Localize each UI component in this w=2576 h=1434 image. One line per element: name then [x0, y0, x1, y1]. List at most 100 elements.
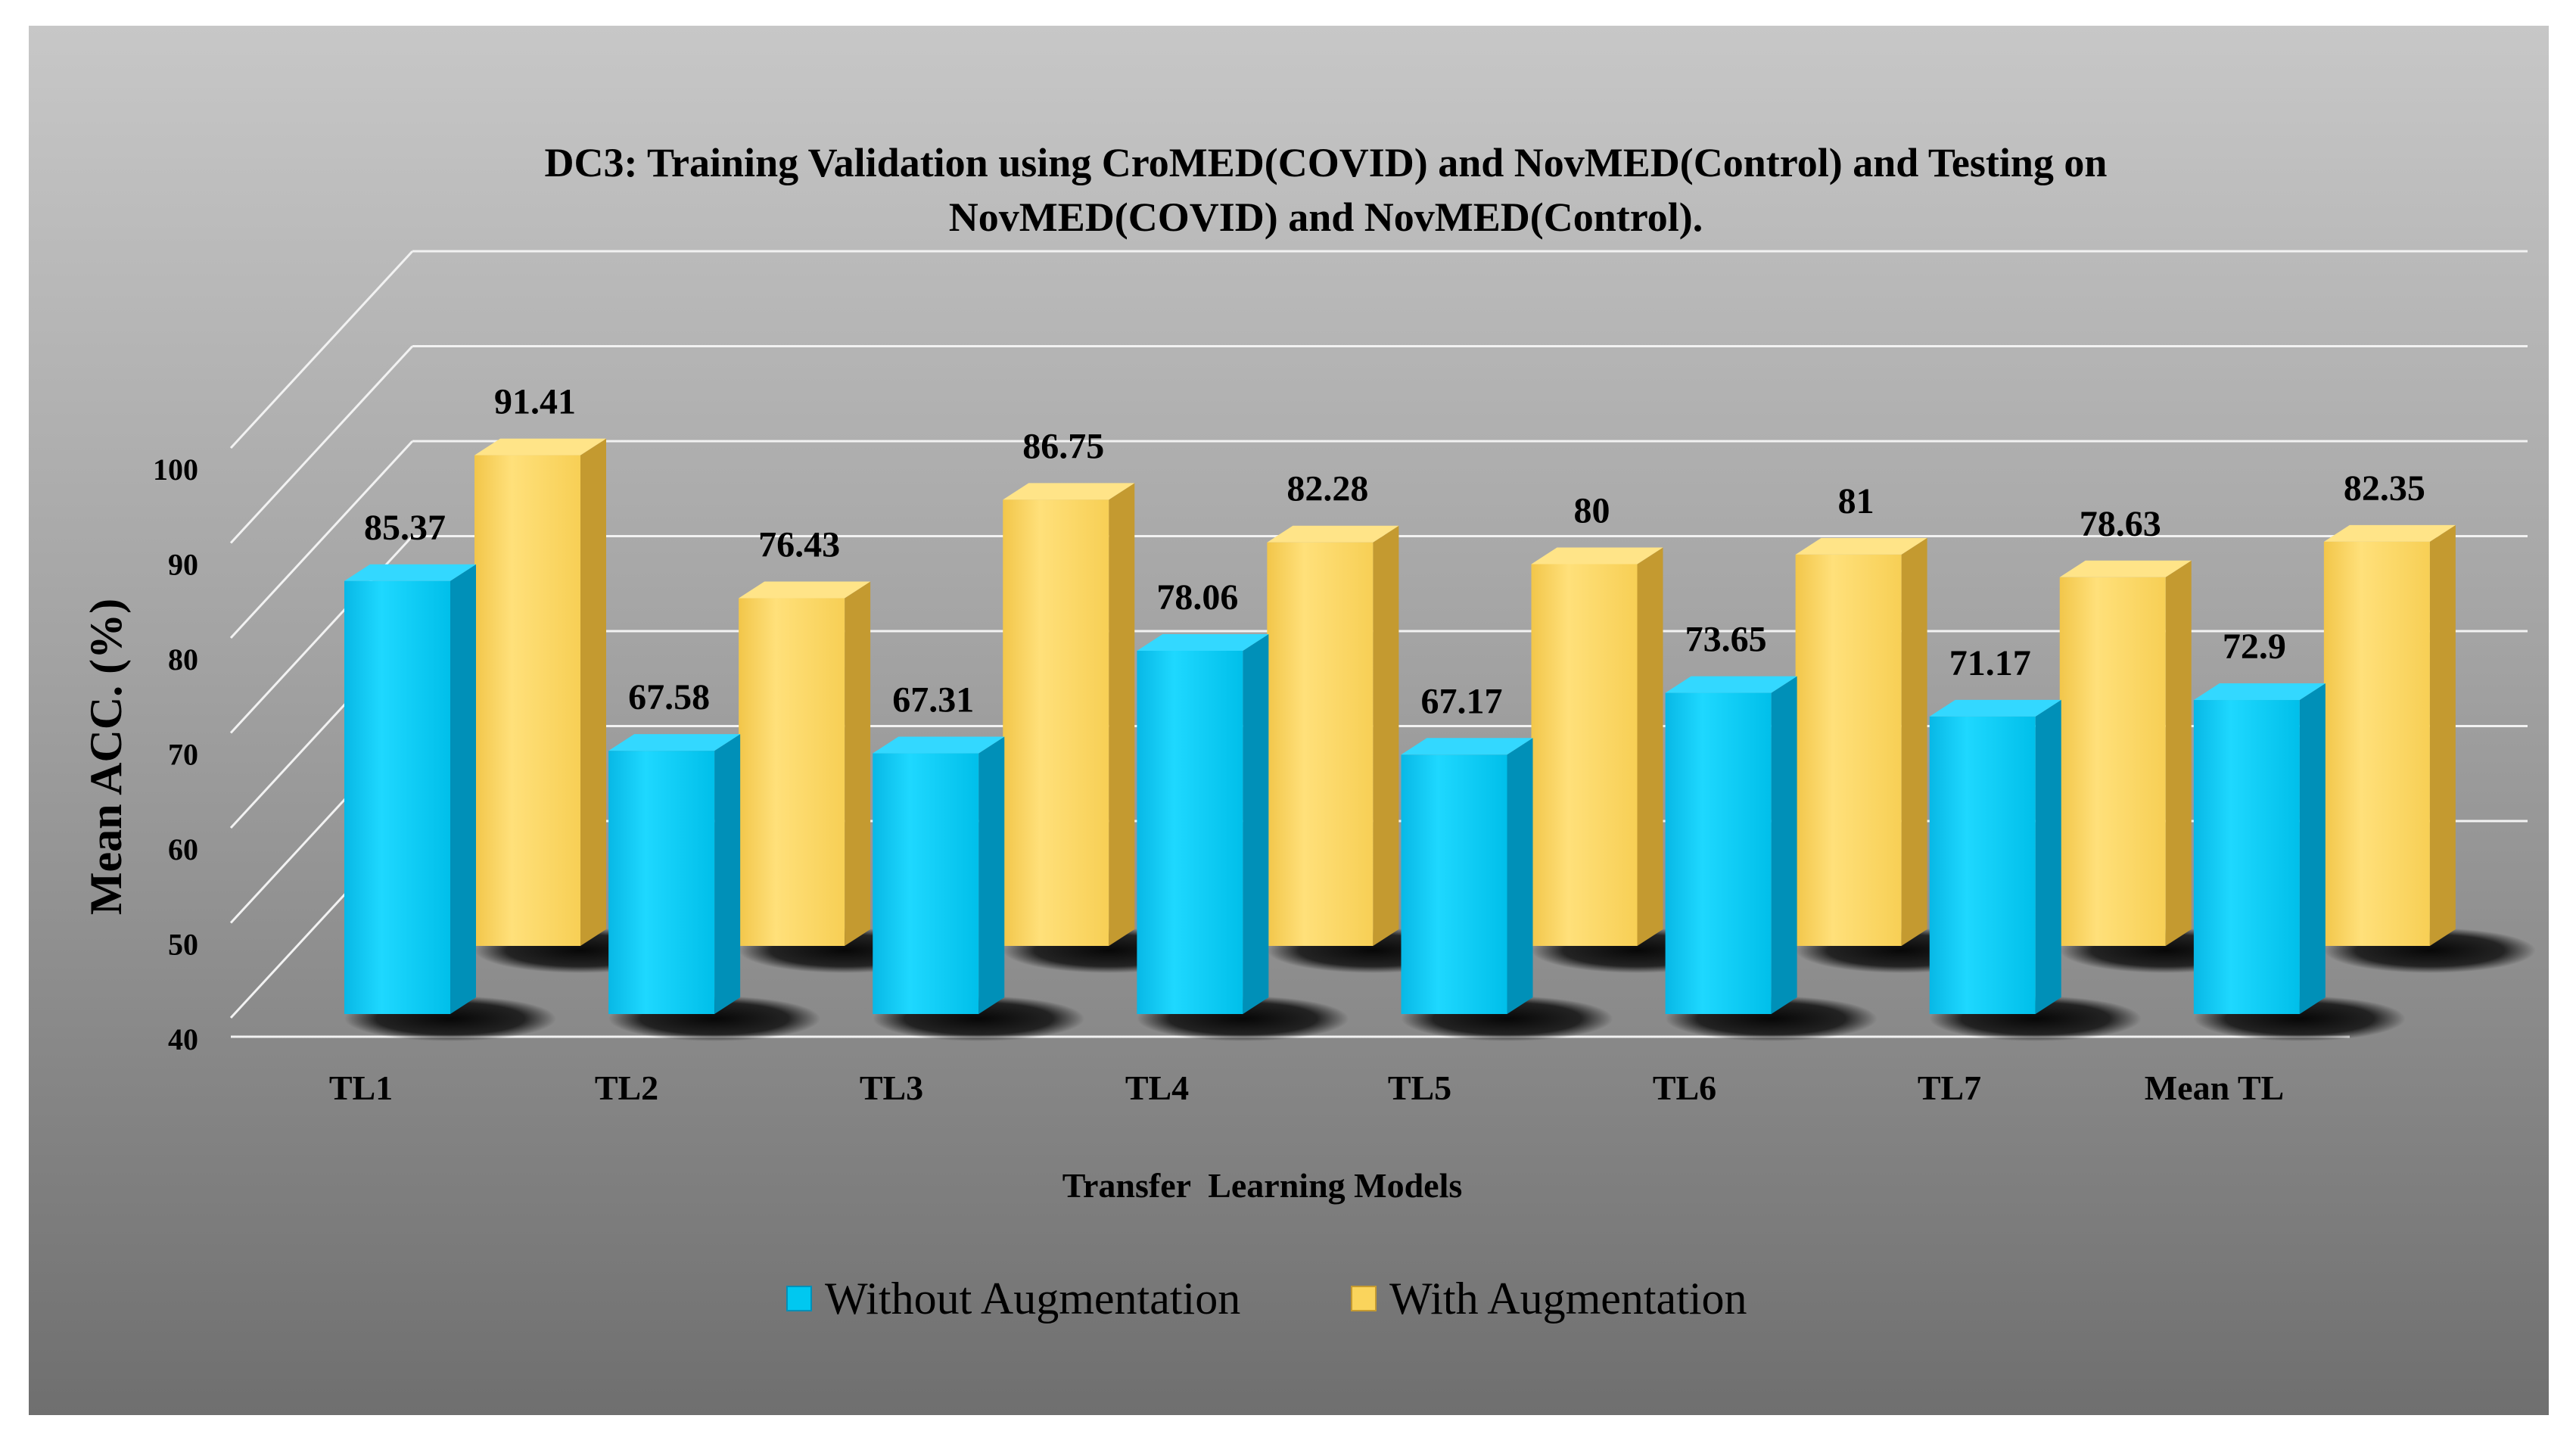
x-tick-label: TL7 — [1918, 1069, 1981, 1107]
series-with-augmentation — [474, 438, 2456, 946]
legend-swatch-with-augmentation — [1351, 1286, 1377, 1311]
bar-with-augmentation — [1003, 483, 1135, 946]
series-without-augmentation — [344, 564, 2326, 1014]
bar-without-augmentation — [608, 734, 741, 1014]
bar-side — [1373, 525, 1399, 946]
bar-without-augmentation — [1929, 699, 2061, 1014]
bar-top — [1665, 676, 1797, 693]
bar-side — [2429, 524, 2456, 946]
grid-diagonal — [229, 250, 414, 449]
bar-front — [1929, 716, 2036, 1014]
data-label-without-augmentation: 67.58 — [628, 677, 710, 717]
bar-side — [1637, 547, 1663, 946]
bar-with-augmentation — [474, 438, 606, 946]
bar-side — [2165, 560, 2192, 946]
y-tick-label: 40 — [168, 1022, 198, 1056]
bar-with-augmentation — [2059, 560, 2192, 946]
bar-side — [2035, 699, 2061, 1014]
x-tick-label: TL4 — [1125, 1069, 1189, 1107]
bar-front — [2193, 700, 2300, 1014]
x-tick-label: TL3 — [860, 1069, 923, 1107]
chart-title-line-2: NovMED(COVID) and NovMED(Control). — [949, 194, 1703, 240]
data-label-with-augmentation: 82.35 — [2344, 468, 2425, 509]
data-label-without-augmentation: 72.9 — [2223, 627, 2286, 667]
bar-side — [2299, 683, 2326, 1014]
bar-side — [714, 734, 741, 1014]
data-label-with-augmentation: 78.63 — [2080, 504, 2161, 544]
bar-side — [580, 438, 606, 946]
bar-front — [474, 455, 580, 946]
bar-front — [1003, 499, 1109, 946]
bar-top — [2323, 524, 2456, 542]
data-label-without-augmentation: 85.37 — [364, 508, 446, 548]
data-label-with-augmentation: 91.41 — [494, 382, 576, 422]
y-tick-label: 70 — [168, 738, 198, 772]
bar-front — [2059, 577, 2166, 946]
bar-side — [1243, 633, 1269, 1014]
data-label-without-augmentation: 67.17 — [1421, 681, 1503, 721]
bar-front — [344, 580, 450, 1014]
bar-side — [1771, 676, 1797, 1014]
bar-with-augmentation — [2323, 524, 2456, 946]
bar-top — [2193, 683, 2326, 701]
data-label-with-augmentation: 81 — [1838, 481, 1874, 521]
bar-without-augmentation — [1137, 633, 1269, 1014]
bar-top — [344, 564, 476, 581]
bar-top — [1401, 738, 1533, 755]
bar-without-augmentation — [2193, 683, 2326, 1014]
bar-top — [1795, 537, 1927, 555]
bar-top — [2059, 560, 2192, 577]
bar-with-augmentation — [1795, 537, 1927, 946]
legend-swatch-without-augmentation — [786, 1286, 812, 1311]
bar-top — [1137, 633, 1269, 651]
grid-diagonal — [229, 440, 414, 639]
bar-without-augmentation — [1401, 738, 1533, 1014]
bar-side — [845, 581, 871, 946]
bar-front — [1531, 564, 1638, 946]
x-tick-labels: TL1 TL2 TL3 TL4 TL5 TL6 TL7 Mean TL — [329, 1069, 2284, 1107]
bar-front — [1665, 692, 1772, 1014]
data-label-with-augmentation: 86.75 — [1022, 426, 1104, 466]
y-tick-label: 80 — [168, 642, 198, 677]
legend-label-with-augmentation: With Augmentation — [1389, 1274, 1747, 1324]
grid-diagonal — [229, 345, 414, 544]
y-axis-label: Mean ACC. (%) — [81, 599, 131, 915]
bar-top — [474, 438, 606, 456]
bar-side — [450, 564, 476, 1014]
data-label-without-augmentation: 78.06 — [1156, 577, 1238, 617]
y-tick-labels: 40 50 60 70 80 90 100 — [153, 453, 198, 1056]
x-tick-label: TL2 — [595, 1069, 658, 1107]
x-tick-label: TL1 — [329, 1069, 393, 1107]
data-label-with-augmentation: 82.28 — [1286, 469, 1368, 509]
bar-side — [1901, 537, 1927, 946]
x-tick-label: Mean TL — [2145, 1069, 2284, 1107]
bar-without-augmentation — [1665, 676, 1797, 1014]
bar-side — [978, 736, 1005, 1014]
bar-without-augmentation — [873, 736, 1005, 1014]
bar-top — [1003, 483, 1135, 500]
bar-front — [739, 598, 845, 946]
data-labels: 91.41 85.37 76.43 67.58 86.75 67.31 82.28 78.06… — [364, 382, 2425, 722]
bar-top — [608, 734, 741, 751]
bar-front — [2323, 541, 2430, 946]
bar-front — [1795, 554, 1902, 946]
bar-front — [873, 753, 979, 1014]
data-label-without-augmentation: 67.31 — [892, 680, 974, 720]
x-tick-label: TL5 — [1388, 1069, 1451, 1107]
bar-with-augmentation — [1267, 525, 1399, 946]
legend-label-without-augmentation: Without Augmentation — [825, 1274, 1240, 1324]
bar-top — [1267, 525, 1399, 543]
data-label-with-augmentation: 76.43 — [758, 525, 840, 565]
bar-front — [608, 751, 715, 1014]
chart-title-line-1: DC3: Training Validation using CroMED(CO… — [545, 140, 2108, 185]
bar-top — [1531, 547, 1663, 565]
bar-without-augmentation — [344, 564, 476, 1014]
x-axis-label: Transfer Learning Models — [1062, 1166, 1463, 1205]
bar-front — [1401, 754, 1507, 1014]
y-tick-label: 100 — [153, 453, 198, 487]
bar-top — [1929, 699, 2061, 717]
bar-with-augmentation — [1531, 547, 1663, 946]
data-label-without-augmentation: 73.65 — [1685, 620, 1767, 660]
x-tick-label: TL6 — [1653, 1069, 1716, 1107]
bar-front — [1267, 542, 1374, 946]
